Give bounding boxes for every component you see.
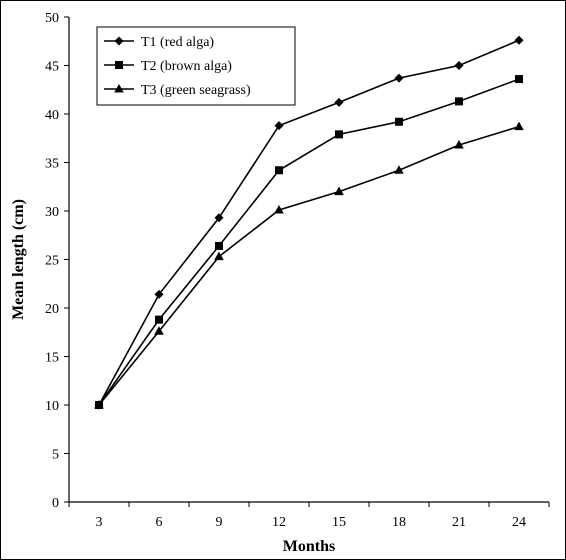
data-point — [455, 97, 463, 106]
data-point — [334, 97, 344, 107]
data-point — [515, 75, 523, 84]
legend-label: T3 (green seagrass) — [141, 83, 251, 98]
data-point — [394, 165, 404, 174]
series-lines — [94, 35, 524, 410]
x-tick-label: 12 — [272, 515, 286, 530]
y-tick-label: 15 — [45, 351, 59, 366]
y-axis-title: Mean length (cm) — [10, 199, 27, 320]
y-tick-label: 0 — [52, 496, 59, 511]
y-tick-label: 20 — [45, 302, 59, 317]
data-point — [274, 205, 284, 214]
data-point — [94, 400, 104, 409]
y-axis-ticks: 0 5 10 15 20 25 30 35 40 45 50 — [45, 11, 69, 511]
x-tick-label: 9 — [216, 515, 223, 530]
data-point — [514, 35, 524, 45]
x-tick-label: 6 — [156, 515, 163, 530]
x-tick-label: 24 — [512, 515, 526, 530]
data-point — [395, 117, 403, 126]
series-line — [98, 39, 520, 406]
y-tick-label: 30 — [45, 205, 59, 220]
legend-marker — [114, 36, 124, 46]
legend-marker — [114, 84, 124, 93]
data-point — [394, 73, 404, 83]
y-tick-label: 10 — [45, 399, 59, 414]
data-point — [154, 326, 164, 335]
data-point — [214, 251, 224, 261]
y-tick-label: 40 — [45, 108, 59, 123]
data-point — [214, 213, 224, 223]
y-tick-label: 25 — [45, 254, 59, 269]
y-tick-label: 5 — [52, 448, 59, 463]
x-tick-label: 18 — [392, 515, 406, 530]
data-point — [275, 166, 283, 175]
data-point — [154, 289, 164, 299]
legend-label: T2 (brown alga) — [141, 59, 232, 74]
x-tick-label: 21 — [452, 515, 466, 530]
series-3 — [94, 121, 524, 409]
x-tick-label: 15 — [332, 515, 346, 530]
data-point — [514, 121, 524, 131]
y-tick-label: 50 — [45, 11, 59, 26]
data-point — [335, 130, 343, 139]
legend-item: T3 (green seagrass) — [104, 83, 251, 98]
data-point — [454, 61, 464, 70]
x-axis-ticks: 3 6 9 12 15 18 21 24 — [68, 502, 550, 530]
data-point — [334, 186, 344, 196]
x-tick-label: 3 — [96, 515, 103, 530]
series-2 — [95, 75, 523, 409]
data-point — [155, 315, 163, 324]
y-tick-label: 35 — [45, 157, 59, 172]
legend-item: T2 (brown alga) — [104, 59, 232, 74]
data-point — [454, 140, 464, 149]
legend: T1 (red alga) T2 (brown alga) T3 (green se… — [96, 26, 296, 106]
x-axis-title: Months — [283, 538, 335, 555]
legend-label: T1 (red alga) — [141, 35, 214, 50]
data-point — [274, 121, 284, 131]
series-line — [98, 78, 520, 406]
legend-marker — [115, 61, 123, 69]
legend-box — [96, 26, 296, 106]
y-tick-label: 45 — [45, 60, 59, 75]
legend-item: T1 (red alga) — [104, 35, 214, 50]
data-point — [215, 241, 223, 250]
series-line — [98, 125, 520, 406]
